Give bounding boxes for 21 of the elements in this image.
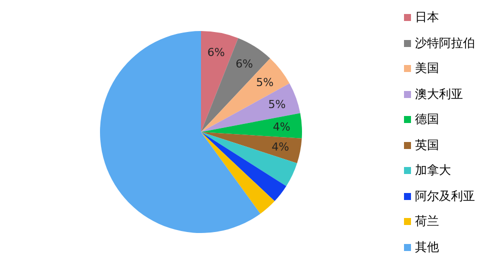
pie-slice [201, 132, 302, 164]
legend-label: 日本 [415, 9, 439, 26]
legend-label: 美国 [415, 60, 439, 78]
legend-label: 德国 [415, 111, 439, 128]
legend-label: 沙特阿拉伯 [415, 34, 475, 52]
legend-label: 阿尔及利亚 [415, 188, 475, 205]
legend-label: 荷兰 [415, 213, 439, 230]
legend-label: 英国 [415, 136, 439, 154]
data-label: 6% [236, 57, 254, 70]
pie-slice [201, 132, 286, 202]
pie-slice [201, 132, 298, 186]
data-label: 5% [268, 98, 286, 112]
legend-label: 其他 [415, 238, 439, 256]
data-label: 4% [272, 140, 290, 154]
legend-label: 加拿大 [415, 162, 451, 180]
pie-slice [201, 58, 290, 132]
data-label: 5% [256, 76, 274, 89]
pie-slice [201, 113, 302, 138]
data-label: 6% [207, 46, 225, 60]
data-label: 4% [272, 120, 290, 134]
legend-label: 澳大利亚 [415, 86, 463, 103]
